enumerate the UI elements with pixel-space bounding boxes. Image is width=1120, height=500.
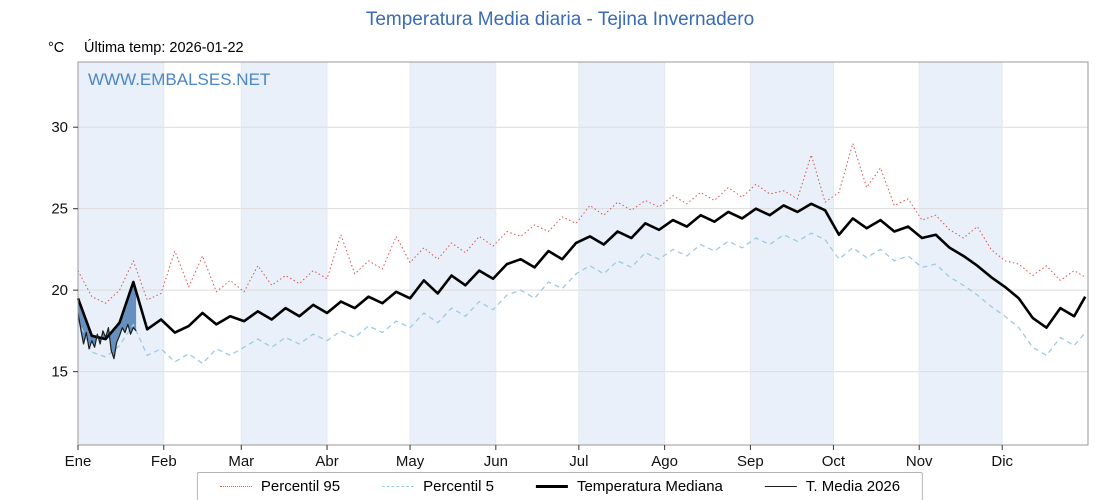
chart-title: Temperatura Media diaria - Tejina Invern… [365, 9, 755, 30]
x-month-label: May [396, 453, 425, 470]
x-month-label: Jul [569, 453, 588, 470]
month-band [750, 62, 834, 445]
x-month-label: Jun [484, 453, 508, 470]
month-band [241, 62, 328, 445]
legend-item-t-media-2026: T. Media 2026 [764, 478, 901, 495]
legend-item-temperatura-mediana: Temperatura Mediana [535, 478, 723, 495]
legend-swatch-percentil-5 [382, 486, 415, 487]
chart-legend: Percentil 95 Percentil 5 Temperatura Med… [196, 472, 924, 500]
x-month-label: Oct [822, 453, 846, 470]
series-line-t-media-2026 [77, 312, 137, 360]
series-line-temperatura-mediana [76, 202, 1087, 341]
x-month-label: Dic [991, 453, 1013, 470]
y-tick-label: 15 [51, 364, 68, 381]
legend-item-percentil-95: Percentil 95 [219, 478, 341, 495]
plot-area: 15 20 25 30 Ene Feb Mar Abr May Jun Jul Ago Sep Oct No… [51, 61, 1089, 470]
last-temp-label: Última temp: 2026-01-22 [84, 40, 244, 56]
series-line-percentil-95 [77, 142, 1086, 304]
legend-label-percentil-95: Percentil 95 [260, 478, 341, 495]
x-month-label: Nov [906, 453, 933, 470]
legend-swatch-temperatura-mediana [535, 485, 568, 488]
x-month-label: Mar [228, 453, 254, 470]
legend-label-temperatura-mediana: Temperatura Mediana [576, 478, 723, 495]
legend-swatch-t-media-2026 [764, 486, 797, 487]
legend-swatch-percentil-95 [219, 486, 252, 487]
month-band [410, 62, 496, 445]
x-month-label: Ago [651, 453, 678, 470]
month-band [78, 62, 164, 445]
x-month-label: Abr [315, 453, 338, 470]
y-tick-label: 30 [51, 119, 68, 136]
y-axis-unit-label: °C [48, 40, 65, 56]
x-month-label: Feb [151, 453, 177, 470]
t2026-fill-area [78, 282, 137, 359]
legend-item-percentil-5: Percentil 5 [382, 478, 494, 495]
plot-border [77, 61, 1089, 446]
watermark-text: WWW.EMBALSES.NET [88, 70, 270, 89]
month-band [578, 62, 665, 445]
legend-label-t-media-2026: T. Media 2026 [805, 478, 901, 495]
legend-label-percentil-5: Percentil 5 [423, 478, 494, 495]
y-tick-label: 25 [51, 201, 68, 218]
y-tick-label: 20 [51, 282, 68, 299]
x-month-label: Sep [737, 453, 764, 470]
x-month-label: Ene [65, 453, 92, 470]
series-line-percentil-5 [77, 232, 1086, 365]
